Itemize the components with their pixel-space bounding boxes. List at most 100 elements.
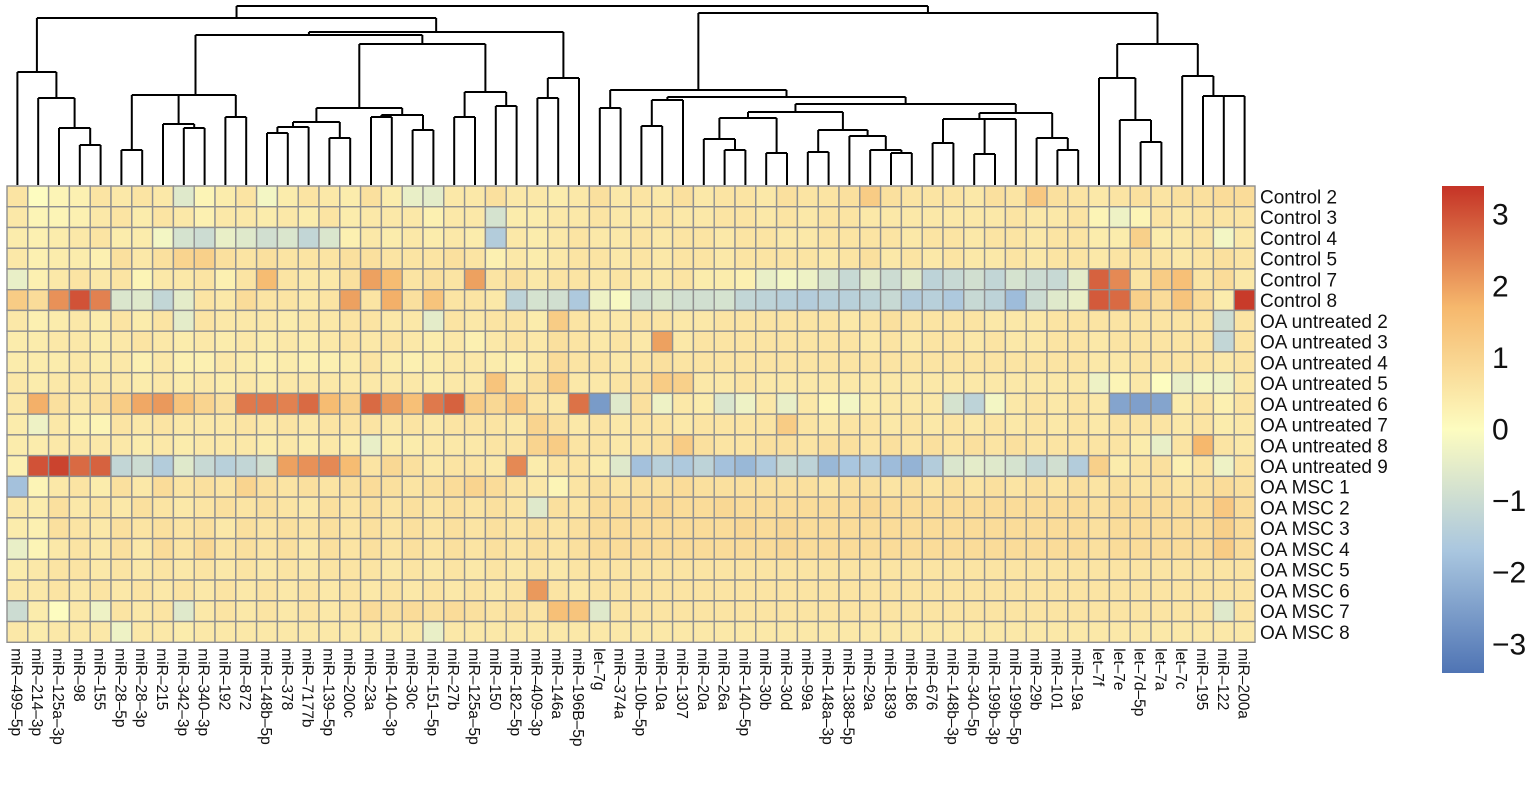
heatmap-cell — [1191, 434, 1215, 457]
heatmap-cell — [983, 579, 1007, 602]
heatmap-cell — [1191, 330, 1215, 353]
heatmap-cell — [422, 496, 445, 519]
heatmap-cell — [1171, 330, 1194, 353]
heatmap-cell — [68, 517, 91, 540]
heatmap-cell — [671, 579, 695, 602]
heatmap-cell — [671, 620, 695, 643]
heatmap-cell — [110, 620, 133, 643]
heatmap-cell — [1233, 289, 1256, 312]
heatmap-cell — [297, 392, 320, 415]
heatmap-cell — [713, 206, 736, 229]
heatmap-cell — [297, 268, 320, 291]
heatmap-cell — [588, 454, 611, 478]
heatmap-cell — [775, 537, 799, 561]
heatmap-cell — [339, 558, 362, 581]
heatmap-cell — [422, 517, 445, 540]
heatmap-cell — [796, 600, 819, 623]
heatmap-cell — [6, 413, 29, 436]
heatmap-cell — [921, 475, 944, 498]
heatmap-cell — [1087, 309, 1111, 332]
heatmap-cell — [1108, 475, 1131, 498]
heatmap-cell — [214, 185, 237, 208]
heatmap-cell — [963, 620, 986, 643]
heatmap-cell — [68, 537, 91, 561]
heatmap-cell — [796, 226, 819, 249]
heatmap-cell — [942, 600, 965, 623]
heatmap-cell — [526, 454, 549, 478]
heatmap-cell — [609, 247, 632, 270]
heatmap-cell — [651, 496, 674, 519]
heatmap-cell — [443, 600, 466, 623]
heatmap-cell — [1087, 454, 1111, 478]
heatmap-cell — [47, 330, 71, 353]
heatmap-cell — [339, 600, 362, 623]
heatmap-cell — [1004, 247, 1027, 270]
heatmap-cell — [1233, 537, 1256, 561]
heatmap-cell — [1108, 392, 1131, 415]
heatmap-cell — [6, 537, 29, 561]
heatmap-cell — [734, 620, 757, 643]
heatmap-cell — [1108, 330, 1131, 353]
heatmap-cell — [151, 413, 175, 436]
heatmap-cell — [983, 247, 1007, 270]
heatmap-cell — [339, 351, 362, 374]
heatmap-cell — [1025, 289, 1048, 312]
heatmap-cell — [755, 330, 778, 353]
heatmap-cell — [1233, 371, 1256, 395]
heatmap-cell — [318, 268, 341, 291]
heatmap-cell — [443, 475, 466, 498]
heatmap-cell — [1108, 371, 1131, 395]
heatmap-cell — [567, 558, 591, 581]
heatmap-cell — [796, 351, 819, 374]
heatmap-cell — [713, 392, 736, 415]
heatmap-cell — [1191, 371, 1215, 395]
heatmap-cell — [1067, 537, 1090, 561]
heatmap-cell — [942, 496, 965, 519]
heatmap-cell — [838, 268, 861, 291]
heatmap-cell — [942, 434, 965, 457]
heatmap-cell — [297, 579, 320, 602]
heatmap-cell — [1004, 434, 1027, 457]
heatmap-cell — [276, 475, 299, 498]
heatmap-cell — [588, 620, 611, 643]
color-legend-tick-label: 1 — [1492, 342, 1509, 375]
heatmap-cell — [6, 600, 29, 623]
heatmap-cell — [547, 454, 570, 478]
heatmap-cell — [879, 206, 903, 229]
heatmap-cell — [6, 579, 29, 602]
heatmap-cell — [1171, 268, 1194, 291]
heatmap-cell — [921, 351, 944, 374]
heatmap-cell — [692, 579, 715, 602]
heatmap-cell — [734, 371, 757, 395]
heatmap-cell — [547, 268, 570, 291]
heatmap-cell — [1129, 413, 1152, 436]
heatmap-cell — [692, 351, 715, 374]
heatmap-cell — [463, 517, 487, 540]
heatmap-cell — [484, 413, 507, 436]
heatmap-cell — [588, 392, 611, 415]
color-legend: 3 2 1 0 −1 −2 −3 — [1442, 186, 1526, 673]
heatmap-cell — [255, 537, 279, 561]
heatmap-cell — [27, 537, 50, 561]
heatmap-cell — [484, 517, 507, 540]
heatmap-cell — [942, 185, 965, 208]
heatmap-cell — [131, 268, 154, 291]
column-label: miR–28–3p — [132, 648, 149, 727]
heatmap-cell — [214, 579, 237, 602]
heatmap-cell — [1004, 475, 1027, 498]
heatmap-cell — [879, 537, 903, 561]
heatmap-cell — [547, 371, 570, 395]
heatmap-cell — [671, 289, 695, 312]
heatmap-cell — [1212, 579, 1235, 602]
heatmap-cell — [796, 620, 819, 643]
heatmap-cell — [1150, 330, 1173, 353]
heatmap-cell — [1233, 226, 1256, 249]
heatmap-cell — [817, 579, 840, 602]
heatmap-cell — [505, 392, 528, 415]
heatmap-cell — [963, 600, 986, 623]
heatmap-cell — [235, 537, 258, 561]
heatmap-cell — [651, 620, 674, 643]
heatmap-cell — [1150, 434, 1173, 457]
heatmap-cell — [692, 475, 715, 498]
heatmap-cell — [1150, 268, 1173, 291]
